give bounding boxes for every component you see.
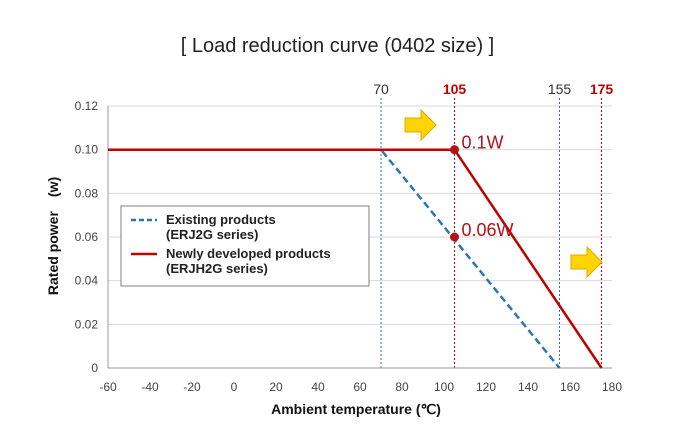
y-tick-label: 0.08 — [75, 186, 99, 200]
legend-box — [120, 205, 370, 287]
x-tick-label: 140 — [518, 380, 538, 394]
annotation-layer: 0.1W 0.06W — [404, 108, 603, 279]
legend-sublabel: (ERJ2G series) — [166, 227, 259, 242]
legend-label: Existing products — [166, 212, 276, 227]
x-tick-label: 80 — [395, 380, 409, 394]
x-tick-label: -20 — [183, 380, 201, 394]
y-tick-label: 0.10 — [75, 143, 99, 157]
x-tick-label: 100 — [434, 380, 454, 394]
legend: Existing products(ERJ2G series) Newly dev… — [120, 205, 370, 287]
chart-title: [ Load reduction curve (0402 size) ] — [180, 35, 495, 57]
y-axis-label: Rated power (w) — [45, 177, 61, 295]
x-tick-label: 20 — [269, 380, 283, 394]
y-tick-label: 0 — [91, 361, 98, 375]
x-axis-label: Ambient temperature (℃) — [271, 401, 441, 417]
x-tick-label: 0 — [231, 380, 238, 394]
marker-label-105: 105 — [443, 81, 467, 97]
annotation-label-1: 0.06W — [462, 220, 514, 240]
marker-label-70: 70 — [373, 81, 389, 97]
annotation-label-0: 0.1W — [462, 133, 504, 153]
legend-sublabel: (ERJH2G series) — [166, 261, 268, 276]
annotation-dot-0 — [450, 145, 459, 155]
y-tick-label: 0.04 — [75, 274, 99, 288]
marker-label-155: 155 — [548, 81, 572, 97]
annotation-dot-1 — [450, 232, 459, 242]
x-tick-label: -40 — [141, 380, 159, 394]
axis-layer: 0 0.02 0.04 0.06 0.08 0.10 0.12 -60 -40 -20 0 20 40 6… — [75, 99, 623, 394]
x-tick-label: 180 — [602, 380, 622, 394]
legend-label: Newly developed products — [166, 246, 331, 261]
x-tick-label: 160 — [560, 380, 580, 394]
y-tick-label: 0.06 — [75, 230, 99, 244]
temperature-markers: 70 105 155 175 — [373, 81, 613, 368]
marker-label-175: 175 — [590, 81, 614, 97]
y-tick-label: 0.02 — [75, 317, 99, 331]
x-tick-label: 60 — [353, 380, 367, 394]
arrow-right-icon — [570, 245, 603, 279]
x-tick-label: 120 — [476, 380, 496, 394]
x-tick-label: 40 — [311, 380, 325, 394]
x-tick-label: -60 — [99, 380, 117, 394]
arrow-right-icon — [404, 108, 437, 142]
y-tick-label: 0.12 — [75, 99, 99, 113]
